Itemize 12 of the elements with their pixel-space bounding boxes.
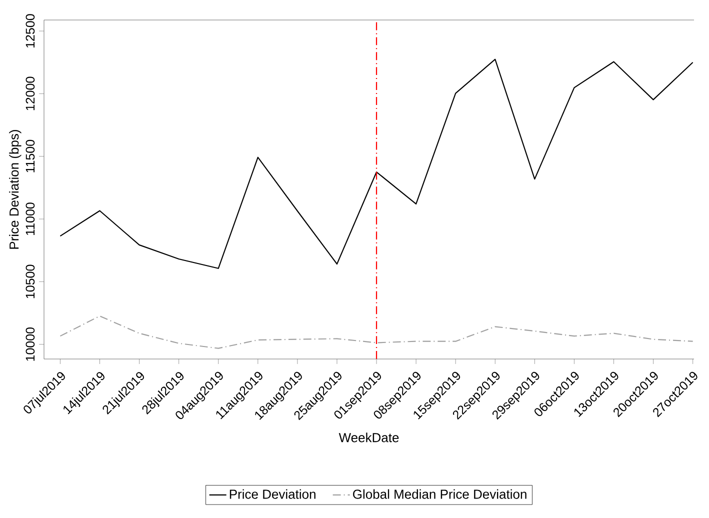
y-axis-title: Price Deviation (bps) — [9, 130, 22, 249]
line-series — [60, 58, 694, 269]
line-series — [60, 315, 694, 349]
y-tick-label: 11500 — [26, 140, 35, 172]
legend-label: Price Deviation — [230, 489, 316, 499]
y-tick-label: 12000 — [26, 76, 35, 110]
legend-label: Global Median Price Deviation — [353, 489, 526, 499]
y-tick-label: 10500 — [26, 264, 35, 298]
y-tick-label: 10000 — [26, 327, 35, 361]
y-tick-label: 11000 — [26, 202, 35, 235]
x-axis-title: WeekDate — [338, 432, 399, 442]
y-tick-label: 12500 — [26, 14, 35, 48]
